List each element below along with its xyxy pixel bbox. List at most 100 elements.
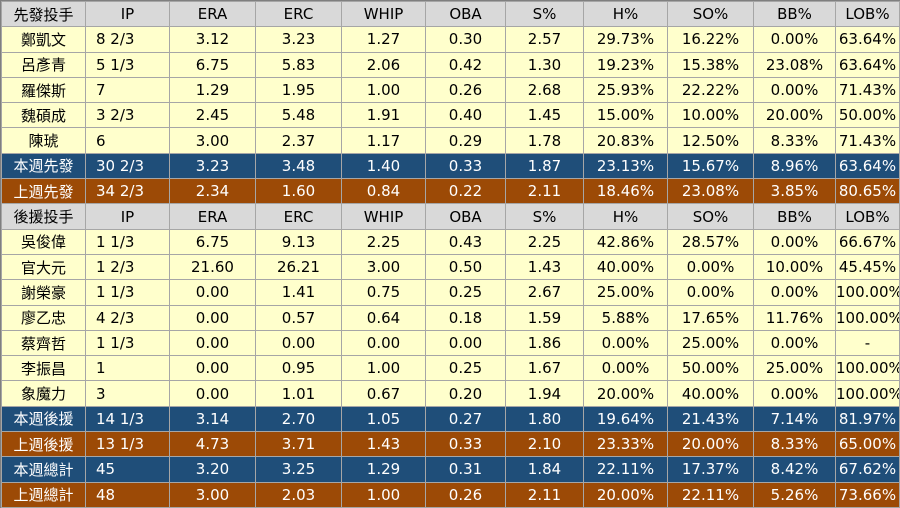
stat-cell: 63.64%	[835, 51, 900, 78]
stat-cell: 71.43%	[835, 76, 900, 104]
stat-cell: 1.43	[341, 431, 426, 458]
stat-cell: 10.00%	[753, 253, 836, 281]
stat-cell: 0.25	[425, 355, 506, 382]
stat-cell: 1.78	[505, 127, 584, 154]
stat-cell: 3.00	[169, 127, 256, 154]
stat-cell: 71.43%	[835, 127, 900, 154]
stat-cell: 100.00%	[835, 304, 900, 331]
stat-cell: 1.41	[255, 279, 342, 306]
stat-cell: 23.08%	[753, 51, 836, 78]
stat-cell: 2.11	[505, 481, 584, 508]
stat-cell: 3	[85, 380, 170, 407]
column-header: SO%	[667, 0, 754, 28]
section-header-row: 後援投手 IP ERA ERC WHIP OBA S% H% SO% BB% LOB%	[1, 203, 900, 230]
stat-cell: 23.08%	[667, 178, 754, 205]
stat-cell: 26.21	[255, 253, 342, 281]
stat-cell: 8 2/3	[85, 26, 170, 53]
stat-cell: 0.20	[425, 380, 506, 407]
stat-cell: 17.65%	[667, 304, 754, 331]
stat-cell: 0.64	[341, 304, 426, 331]
stat-cell: 20.00%	[667, 431, 754, 458]
total-label: 上週總計	[1, 481, 86, 508]
stat-cell: 1.00	[341, 355, 426, 382]
stat-cell: 0.26	[425, 481, 506, 508]
stat-cell: 80.65%	[835, 178, 900, 205]
stat-cell: 2.37	[255, 127, 342, 154]
stat-cell: 8.42%	[753, 456, 836, 483]
stat-cell: 5.88%	[583, 304, 668, 331]
stat-cell: 42.86%	[583, 228, 668, 255]
stat-cell: 2.45	[169, 102, 256, 129]
stat-cell: 3.14	[169, 405, 256, 433]
stat-cell: 0.00	[255, 329, 342, 357]
stat-cell: 2.25	[505, 228, 584, 255]
player-row: 蔡齊哲 1 1/3 0.00 0.00 0.00 0.00 1.86 0.00% 25.00% 0…	[1, 329, 900, 357]
stat-cell: 0.67	[341, 380, 426, 407]
stat-cell: 1.80	[505, 405, 584, 433]
stat-cell: 0.00	[425, 329, 506, 357]
stat-cell: 0.22	[425, 178, 506, 205]
stat-cell: 0.30	[425, 26, 506, 53]
stat-cell: 1 2/3	[85, 253, 170, 281]
stat-cell: 0.42	[425, 51, 506, 78]
stat-cell: 3 2/3	[85, 102, 170, 129]
column-header: ERC	[255, 203, 342, 230]
stat-cell: 3.23	[255, 26, 342, 53]
stat-cell: 67.62%	[835, 456, 900, 483]
stat-cell: 11.76%	[753, 304, 836, 331]
stat-cell: 0.95	[255, 355, 342, 382]
stat-cell: 2.06	[341, 51, 426, 78]
stat-cell: 40.00%	[583, 253, 668, 281]
stat-cell: 17.37%	[667, 456, 754, 483]
column-header: BB%	[753, 0, 836, 28]
stat-cell: 20.83%	[583, 127, 668, 154]
column-header: OBA	[425, 0, 506, 28]
stat-cell: 3.12	[169, 26, 256, 53]
stat-cell: 0.00%	[753, 228, 836, 255]
player-name: 呂彥青	[1, 51, 86, 78]
player-row: 呂彥青 5 1/3 6.75 5.83 2.06 0.42 1.30 19.23% 15.38%…	[1, 51, 900, 78]
player-name: 廖乙忠	[1, 304, 86, 331]
stat-cell: 1.45	[505, 102, 584, 129]
stat-cell: 6.75	[169, 228, 256, 255]
player-row: 官大元 1 2/3 21.60 26.21 3.00 0.50 1.43 40.00% 0.00…	[1, 253, 900, 281]
stat-cell: 1.94	[505, 380, 584, 407]
stat-cell: 50.00%	[667, 355, 754, 382]
stat-cell: 2.68	[505, 76, 584, 104]
player-row: 廖乙忠 4 2/3 0.00 0.57 0.64 0.18 1.59 5.88% 17.65% 1…	[1, 304, 900, 331]
stat-cell: 1.87	[505, 152, 584, 180]
column-header: S%	[505, 0, 584, 28]
stat-cell: 6.75	[169, 51, 256, 78]
stat-cell: 21.43%	[667, 405, 754, 433]
stat-cell: 7	[85, 76, 170, 104]
stat-cell: 0.00%	[753, 279, 836, 306]
stat-cell: 0.25	[425, 279, 506, 306]
stat-cell: 0.00%	[753, 76, 836, 104]
stat-cell: 2.11	[505, 178, 584, 205]
stat-cell: 14 1/3	[85, 405, 170, 433]
stat-cell: 0.00	[169, 355, 256, 382]
stat-cell: 0.31	[425, 456, 506, 483]
player-row: 謝榮豪 1 1/3 0.00 1.41 0.75 0.25 2.67 25.00% 0.00% 0…	[1, 279, 900, 306]
total-label: 上週先發	[1, 178, 86, 205]
stat-cell: 25.93%	[583, 76, 668, 104]
stat-cell: 0.00	[169, 304, 256, 331]
stat-cell: 0.75	[341, 279, 426, 306]
grand-total-row: 上週總計 48 3.00 2.03 1.00 0.26 2.11 20.00% 22.11% 5.…	[1, 481, 900, 508]
stat-cell: 25.00%	[753, 355, 836, 382]
stat-cell: 1 1/3	[85, 228, 170, 255]
stat-cell: 1 1/3	[85, 329, 170, 357]
column-header: IP	[85, 203, 170, 230]
total-row: 上週先發 34 2/3 2.34 1.60 0.84 0.22 2.11 18.46% 23.0…	[1, 178, 900, 205]
stat-cell: 4.73	[169, 431, 256, 458]
stat-cell: 66.67%	[835, 228, 900, 255]
stat-cell: 0.57	[255, 304, 342, 331]
stat-cell: 5.83	[255, 51, 342, 78]
stat-cell: 0.43	[425, 228, 506, 255]
total-label: 本週總計	[1, 456, 86, 483]
stat-cell: 1.60	[255, 178, 342, 205]
stat-cell: 0.00%	[667, 279, 754, 306]
stat-cell: 1.30	[505, 51, 584, 78]
stat-cell: 0.50	[425, 253, 506, 281]
